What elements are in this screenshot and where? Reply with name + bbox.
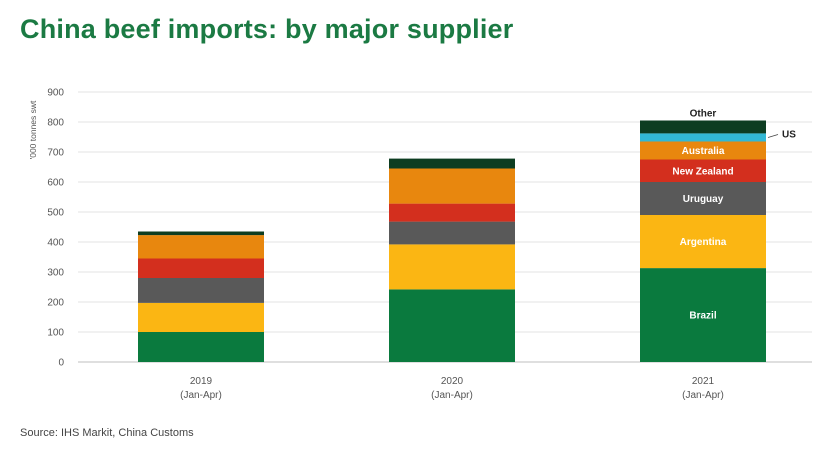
segment-labels: Brazil Argentina Uruguay New Zealand Austral… bbox=[672, 109, 796, 322]
y-axis-ticks: 0 100 200 300 400 500 600 700 800 900 bbox=[47, 88, 64, 369]
bar-segment-brazil-2021 bbox=[640, 268, 766, 362]
segment-label-australia: Australia bbox=[682, 146, 725, 157]
segment-label-brazil: Brazil bbox=[689, 311, 716, 322]
segment-label-new-zealand: New Zealand bbox=[672, 166, 733, 177]
segment-label-other: Other bbox=[690, 109, 717, 120]
bar-segment-australia-2020 bbox=[389, 168, 515, 204]
segment-label-argentina: Argentina bbox=[680, 237, 727, 248]
y-tick-label: 500 bbox=[47, 208, 64, 219]
y-tick-label: 400 bbox=[47, 238, 64, 249]
bar-segment-argentina-2021 bbox=[640, 215, 766, 269]
y-tick-label: 700 bbox=[47, 148, 64, 159]
y-tick-label: 300 bbox=[47, 268, 64, 279]
x-category-period: (Jan-Apr) bbox=[180, 390, 222, 401]
bar-segment-other-2021 bbox=[640, 120, 766, 134]
y-axis-label: '000 tonnes swt bbox=[28, 100, 38, 159]
bar-segment-us-2021 bbox=[640, 133, 766, 142]
bar-segment-argentina-2019 bbox=[138, 302, 264, 332]
x-category-year: 2019 bbox=[190, 376, 213, 387]
x-category-year: 2020 bbox=[441, 376, 464, 387]
x-category-year: 2021 bbox=[692, 376, 715, 387]
bar-segment-other-2019 bbox=[138, 231, 264, 236]
bar-segment-uruguay-2019 bbox=[138, 278, 264, 303]
y-tick-label: 100 bbox=[47, 328, 64, 339]
y-tick-label: 900 bbox=[47, 88, 64, 99]
x-category-period: (Jan-Apr) bbox=[431, 390, 473, 401]
y-tick-label: 600 bbox=[47, 178, 64, 189]
bar-segment-uruguay-2020 bbox=[389, 221, 515, 245]
bar-segment-argentina-2020 bbox=[389, 244, 515, 290]
x-category-period: (Jan-Apr) bbox=[682, 390, 724, 401]
bar-segment-australia-2021 bbox=[640, 141, 766, 160]
y-tick-label: 0 bbox=[58, 358, 64, 369]
chart-title: China beef imports: by major supplier bbox=[20, 14, 514, 44]
bar-segment-other-2020 bbox=[389, 158, 515, 169]
segment-label-us: US bbox=[782, 129, 796, 140]
us-leader-line bbox=[767, 134, 779, 138]
bar-segment-uruguay-2021 bbox=[640, 182, 766, 215]
source-note: Source: IHS Markit, China Customs bbox=[20, 427, 194, 439]
bars bbox=[138, 120, 766, 362]
x-axis-categories: 2019 (Jan-Apr) 2020 (Jan-Apr) 2021 (Jan-Apr) bbox=[180, 376, 724, 401]
bar-segment-brazil-2020 bbox=[389, 289, 515, 362]
y-tick-label: 200 bbox=[47, 298, 64, 309]
bar-segment-new-zealand-2019 bbox=[138, 258, 264, 278]
bar-segment-brazil-2019 bbox=[138, 332, 264, 362]
y-tick-label: 800 bbox=[47, 118, 64, 129]
bar-segment-australia-2019 bbox=[138, 235, 264, 259]
bar-segment-new-zealand-2020 bbox=[389, 203, 515, 222]
bar-segment-new-zealand-2021 bbox=[640, 159, 766, 182]
segment-label-uruguay: Uruguay bbox=[683, 194, 724, 205]
